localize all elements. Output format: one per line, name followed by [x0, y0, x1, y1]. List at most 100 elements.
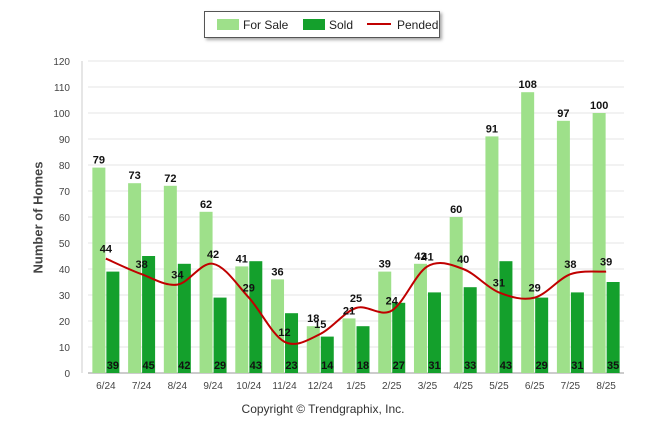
data-label-for-sale: 41: [236, 253, 248, 265]
data-label-sold: 29: [536, 360, 548, 372]
y-tick-label: 70: [59, 187, 71, 198]
x-tick-label: 8/25: [596, 381, 616, 392]
legend-label-sold: Sold: [329, 18, 354, 32]
data-label-for-sale: 62: [200, 199, 212, 211]
bar-for-sale: [413, 263, 427, 373]
data-label-sold: 33: [464, 360, 476, 372]
data-label-pended: 39: [600, 257, 612, 269]
data-label-for-sale: 100: [590, 100, 608, 112]
y-tick-label: 60: [59, 213, 71, 224]
data-label-pended: 29: [243, 283, 255, 295]
bar-sold: [320, 336, 334, 373]
x-tick-label: 3/25: [418, 381, 438, 392]
data-label-for-sale: 91: [486, 123, 498, 135]
x-tick-label: 9/24: [203, 381, 223, 392]
data-label-for-sale: 18: [307, 313, 319, 325]
data-label-sold: 45: [142, 360, 154, 372]
y-tick-label: 80: [59, 161, 71, 172]
bar-for-sale: [449, 217, 463, 373]
data-label-sold: 35: [607, 360, 619, 372]
bar-for-sale: [485, 136, 499, 373]
x-tick-label: 6/24: [96, 381, 116, 392]
y-tick-label: 120: [53, 57, 70, 68]
data-label-sold: 14: [321, 360, 334, 372]
x-tick-label: 1/25: [346, 381, 366, 392]
data-label-sold: 27: [393, 360, 405, 372]
data-label-for-sale: 79: [93, 155, 105, 167]
bar-for-sale: [163, 185, 177, 373]
data-label-sold: 31: [571, 360, 583, 372]
x-tick-label: 4/25: [453, 381, 473, 392]
x-tick-label: 5/25: [489, 381, 509, 392]
y-tick-label: 10: [59, 343, 71, 354]
data-label-for-sale: 60: [450, 204, 462, 216]
y-tick-label: 110: [54, 83, 70, 94]
x-tick-label: 11/24: [272, 381, 297, 392]
bar-sold: [535, 297, 549, 373]
legend-swatch-for-sale: [217, 19, 239, 30]
y-tick-label: 40: [59, 265, 71, 276]
bar-sold: [499, 261, 513, 373]
data-label-sold: 42: [178, 360, 190, 372]
data-label-pended: 42: [207, 249, 219, 261]
data-label-for-sale: 97: [557, 108, 569, 120]
line-pended: [105, 257, 607, 345]
x-tick-label: 7/24: [132, 381, 152, 392]
data-label-sold: 29: [214, 360, 226, 372]
x-tick-label: 10/24: [236, 381, 261, 392]
data-label-for-sale: 36: [271, 266, 283, 278]
data-label-for-sale: 72: [164, 173, 176, 185]
y-tick-label: 0: [64, 369, 70, 380]
data-label-pended: 38: [135, 259, 147, 271]
bar-for-sale: [521, 92, 535, 373]
data-label-pended: 31: [493, 277, 505, 289]
bar-for-sale: [378, 271, 392, 373]
data-label-pended: 44: [100, 244, 113, 256]
bar-for-sale: [128, 183, 142, 373]
data-label-pended: 24: [386, 296, 399, 308]
bar-for-sale: [556, 120, 570, 373]
bar-sold: [249, 261, 263, 373]
x-tick-label: 12/24: [308, 381, 333, 392]
data-label-pended: 34: [171, 270, 184, 282]
y-tick-label: 30: [59, 291, 71, 302]
data-label-sold: 39: [107, 360, 119, 372]
data-label-for-sale: 21: [343, 305, 355, 317]
bar-sold: [392, 302, 406, 373]
legend-label-for-sale: For Sale: [243, 18, 289, 32]
bar-sold: [427, 292, 441, 373]
data-label-sold: 31: [428, 360, 440, 372]
bar-for-sale: [92, 167, 106, 373]
data-label-pended: 40: [457, 254, 469, 266]
data-label-for-sale: 39: [379, 259, 391, 271]
data-label-sold: 18: [357, 360, 369, 372]
bar-sold: [463, 287, 477, 373]
legend: For Sale Sold Pended: [204, 11, 440, 38]
y-tick-label: 20: [59, 317, 71, 328]
data-label-for-sale: 108: [518, 79, 536, 91]
bar-for-sale: [592, 113, 606, 373]
data-label-sold: 43: [500, 360, 512, 372]
y-tick-label: 50: [59, 239, 71, 250]
bar-sold: [570, 292, 584, 373]
bar-for-sale: [271, 279, 285, 373]
y-axis-label: Number of Homes: [30, 161, 46, 274]
data-label-pended: 41: [421, 251, 433, 263]
bar-for-sale: [306, 326, 320, 373]
bar-sold: [142, 256, 156, 373]
bar-sold: [213, 297, 227, 373]
bar-for-sale: [199, 211, 213, 373]
copyright-text: Copyright © Trendgraphix, Inc.: [241, 402, 405, 416]
y-tick-label: 90: [59, 135, 71, 146]
data-label-pended: 12: [278, 327, 290, 339]
data-label-sold: 43: [250, 360, 262, 372]
data-label-for-sale: 42: [414, 251, 426, 263]
x-tick-label: 8/24: [168, 381, 188, 392]
data-label-pended: 38: [564, 259, 576, 271]
bar-for-sale: [342, 318, 356, 373]
data-label-for-sale: 73: [128, 170, 140, 182]
data-label-sold: 23: [285, 360, 297, 372]
data-label-pended: 15: [314, 319, 326, 331]
